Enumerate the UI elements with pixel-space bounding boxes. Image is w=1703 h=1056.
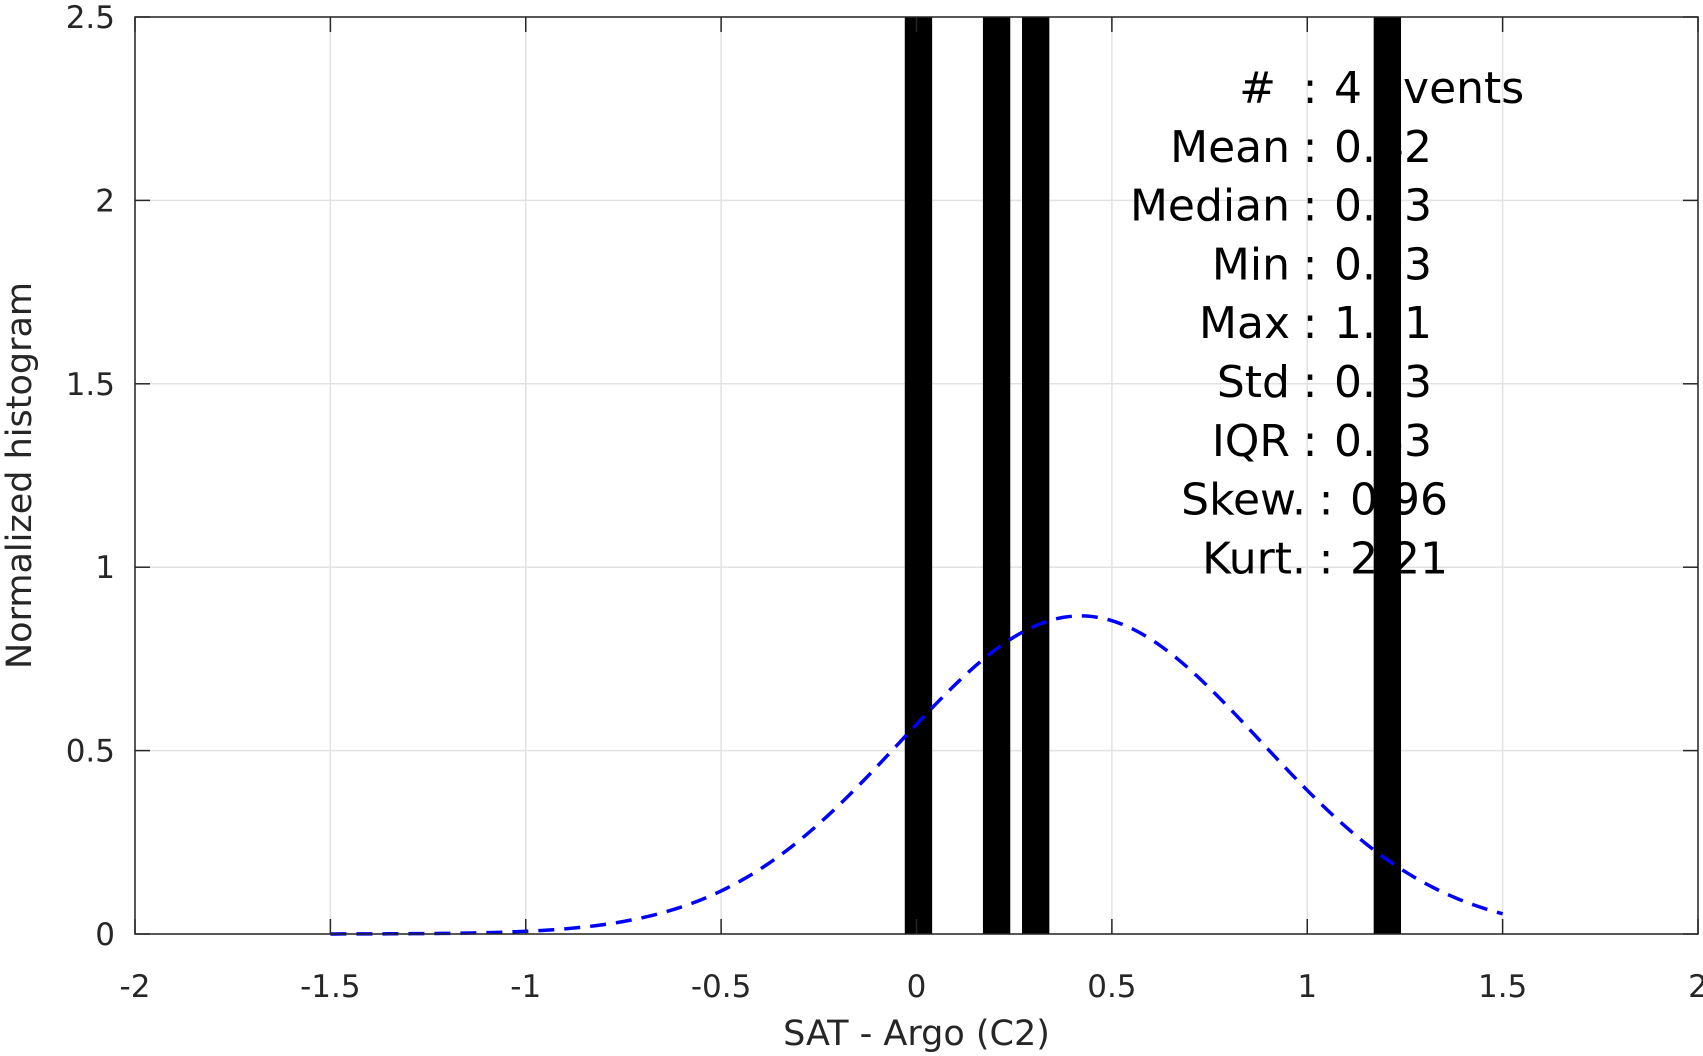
stat-label-8: Kurt. [1202,533,1306,584]
stat-separator-4: : [1303,298,1318,349]
stat-value-5: 0.53 [1334,357,1432,408]
tick-labels: -2 -1.5 -1 -0.5 0 0.5 1 1.5 2 0 0.5 1 1.5 2 2.5 [66,0,1703,1005]
stat-separator-2: : [1303,181,1318,232]
stat-label-5: Std [1217,357,1290,408]
y-tick-label-4: 2 [95,183,115,219]
stat-separator-5: : [1303,357,1318,408]
statistics-annotation: # :4 eventsMean:0.42Median:0.23Min:0.03M… [1130,63,1524,584]
x-tick-label-6: 1 [1297,969,1317,1005]
stat-label-1: Mean [1170,122,1290,173]
stat-label-7: Skew. [1181,475,1306,526]
y-axis-label: Normalized histogram [0,282,40,669]
y-tick-label-1: 0.5 [66,734,115,770]
stat-label-6: IQR [1212,416,1290,467]
stat-line-5: Std:0.53 [1217,357,1432,408]
stat-value-7: 0.96 [1350,475,1448,526]
x-tick-label-3: -0.5 [691,969,752,1005]
stat-line-2: Median:0.23 [1130,181,1432,232]
stat-value-4: 1.21 [1334,298,1432,349]
histogram-bar-2 [982,17,1011,934]
stat-separator-1: : [1303,122,1318,173]
stat-separator-0: : [1303,63,1318,114]
x-tick-label-8: 2 [1688,969,1703,1005]
histogram-bar-4 [1373,17,1402,934]
stat-value-6: 0.63 [1334,416,1432,467]
stat-label-4: Max [1199,298,1290,349]
stat-value-1: 0.42 [1334,122,1432,173]
y-tick-label-0: 0 [95,917,115,953]
x-tick-label-2: -1 [510,969,541,1005]
x-tick-label-0: -2 [120,969,151,1005]
stat-label-0: # [1239,63,1290,114]
y-tick-label-5: 2.5 [66,0,115,36]
histogram-bar-1 [904,17,933,934]
histogram-bars [904,17,1402,934]
stat-separator-3: : [1303,239,1318,290]
stat-value-2: 0.23 [1334,181,1432,232]
stat-separator-7: : [1319,475,1334,526]
axes-frame [134,16,1699,935]
stat-value-8: 2.21 [1350,533,1448,584]
x-axis-label: SAT - Argo (C2) [783,1014,1050,1054]
y-tick-label-2: 1 [95,550,115,586]
stat-label-2: Median [1130,181,1290,232]
x-tick-label-7: 1.5 [1478,969,1527,1005]
stat-line-0: # :4 events [1239,63,1524,114]
stat-line-7: Skew.:0.96 [1181,475,1448,526]
stat-line-6: IQR:0.63 [1212,416,1432,467]
stat-value-0: 4 events [1334,63,1524,114]
stat-separator-8: : [1319,533,1334,584]
stat-line-1: Mean:0.42 [1170,122,1432,173]
histogram-bar-3 [1022,17,1050,934]
stat-separator-6: : [1303,416,1318,467]
x-tick-label-5: 0.5 [1087,969,1136,1005]
stat-label-3: Min [1212,239,1290,290]
x-tick-label-1: -1.5 [300,969,361,1005]
stat-value-3: 0.03 [1334,239,1432,290]
stat-line-3: Min:0.03 [1212,239,1432,290]
y-tick-label-3: 1.5 [66,367,115,403]
stat-line-4: Max:1.21 [1199,298,1432,349]
x-tick-label-4: 0 [907,969,927,1005]
stat-line-8: Kurt.:2.21 [1202,533,1448,584]
